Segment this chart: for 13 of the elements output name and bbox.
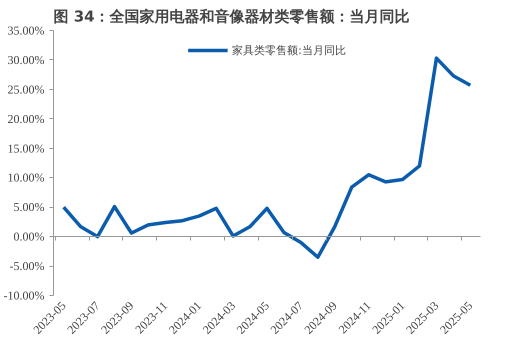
y-tick-label: -5.00% [10,259,45,274]
line-series [62,56,472,259]
y-tick-label: 25.00% [8,82,45,96]
y-tick-label: -10.00% [4,288,45,302]
y-tick-label: 0.00% [14,230,45,244]
legend-label: 家具类零售额:当月同比 [232,42,346,58]
y-tick-label: 15.00% [8,141,45,156]
y-tick-label: 20.00% [8,112,45,126]
y-tick-label: 30.00% [8,52,45,67]
y-tick-label: 10.00% [8,170,45,185]
y-tick-label: 5.00% [14,200,45,214]
chart-title: 图 34：全国家用电器和音像器材类零售额：当月同比 [54,8,410,26]
y-tick-label: 35.00% [8,24,45,38]
